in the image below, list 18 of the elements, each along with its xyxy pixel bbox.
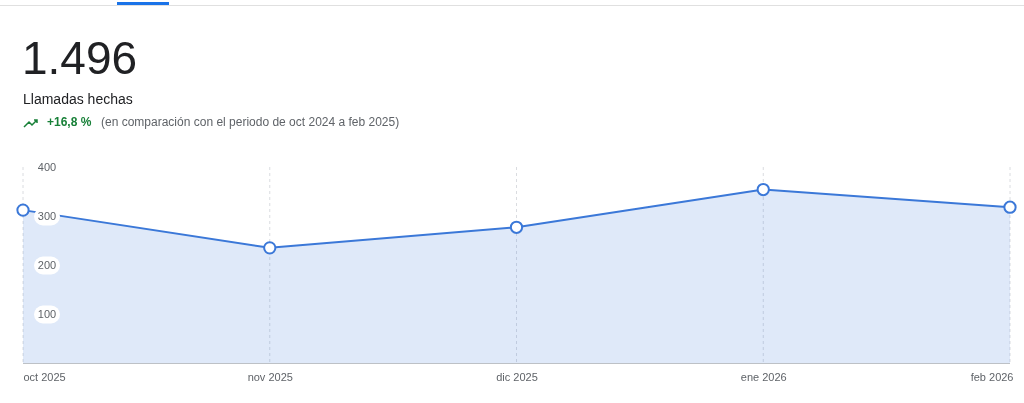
- y-tick-label: 300: [37, 210, 57, 223]
- y-tick-label: 200: [37, 259, 57, 272]
- y-tick-label: 100: [37, 308, 57, 321]
- x-tick-label: feb 2026: [970, 370, 1014, 383]
- x-tick-label: dic 2025: [496, 370, 538, 383]
- chart-subtitle: Llamadas hechas: [23, 91, 133, 107]
- point: [1003, 200, 1017, 214]
- chart-title: 1.496: [22, 32, 138, 84]
- point: [263, 241, 277, 255]
- x-tick-label: nov 2025: [247, 370, 293, 383]
- x-tick-label: oct 2025: [23, 370, 66, 383]
- y-tick-label: 400: [37, 161, 57, 174]
- x-tick-label: ene 2026: [740, 370, 787, 383]
- text: (en comparación con el periodo de oct 2024 a feb 2025): [101, 115, 400, 129]
- point: [756, 182, 770, 197]
- text: +16,8 %: [47, 115, 92, 129]
- point: [16, 203, 30, 217]
- point: [509, 220, 524, 234]
